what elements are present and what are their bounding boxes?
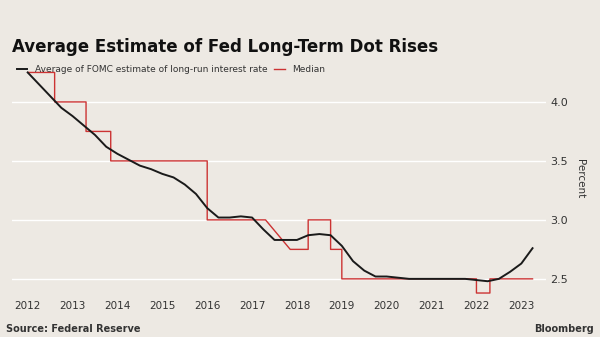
Median bbox=[51, 100, 58, 104]
Average of FOMC estimate of long-run interest rate bbox=[125, 158, 132, 162]
Median bbox=[132, 159, 139, 163]
Median bbox=[159, 159, 166, 163]
Text: Average Estimate of Fed Long-Term Dot Rises: Average Estimate of Fed Long-Term Dot Ri… bbox=[12, 38, 438, 56]
Median bbox=[82, 129, 89, 133]
Average of FOMC estimate of long-run interest rate bbox=[114, 152, 121, 156]
Median bbox=[184, 159, 191, 163]
Average of FOMC estimate of long-run interest rate bbox=[103, 145, 110, 149]
Average of FOMC estimate of long-run interest rate bbox=[518, 262, 525, 266]
Text: Bloomberg: Bloomberg bbox=[534, 324, 594, 334]
Median bbox=[107, 129, 115, 133]
Median bbox=[184, 159, 191, 163]
Average of FOMC estimate of long-run interest rate bbox=[293, 238, 301, 242]
Average of FOMC estimate of long-run interest rate bbox=[237, 214, 244, 218]
Average of FOMC estimate of long-run interest rate bbox=[506, 270, 514, 274]
Average of FOMC estimate of long-run interest rate bbox=[260, 227, 267, 232]
Average of FOMC estimate of long-run interest rate bbox=[248, 216, 256, 220]
Median bbox=[203, 159, 211, 163]
Median bbox=[244, 218, 251, 222]
Average of FOMC estimate of long-run interest rate bbox=[24, 70, 31, 74]
Median bbox=[217, 218, 224, 222]
Average of FOMC estimate of long-run interest rate bbox=[305, 233, 312, 237]
Average of FOMC estimate of long-run interest rate bbox=[271, 238, 278, 242]
Average of FOMC estimate of long-run interest rate bbox=[327, 233, 334, 237]
Average of FOMC estimate of long-run interest rate bbox=[451, 277, 458, 281]
Median bbox=[327, 247, 334, 251]
Median bbox=[203, 218, 211, 222]
Median bbox=[529, 277, 536, 281]
Median bbox=[487, 277, 494, 281]
Average of FOMC estimate of long-run interest rate bbox=[193, 192, 200, 196]
Median bbox=[361, 277, 368, 281]
Median bbox=[473, 277, 480, 281]
Legend: Average of FOMC estimate of long-run interest rate, Median: Average of FOMC estimate of long-run int… bbox=[17, 65, 325, 74]
Median bbox=[487, 291, 494, 295]
Median bbox=[461, 277, 469, 281]
Average of FOMC estimate of long-run interest rate bbox=[484, 279, 491, 283]
Average of FOMC estimate of long-run interest rate bbox=[148, 167, 155, 171]
Average of FOMC estimate of long-run interest rate bbox=[417, 277, 424, 281]
Median bbox=[327, 218, 334, 222]
Median bbox=[473, 291, 480, 295]
Median bbox=[132, 159, 139, 163]
Average of FOMC estimate of long-run interest rate bbox=[35, 82, 43, 86]
Median bbox=[338, 247, 346, 251]
Median bbox=[107, 159, 115, 163]
Average of FOMC estimate of long-run interest rate bbox=[69, 114, 76, 118]
Median bbox=[159, 159, 166, 163]
Average of FOMC estimate of long-run interest rate bbox=[91, 133, 98, 137]
Median bbox=[383, 277, 390, 281]
Median bbox=[24, 70, 31, 74]
Average of FOMC estimate of long-run interest rate bbox=[47, 94, 54, 98]
Text: Source: Federal Reserve: Source: Federal Reserve bbox=[6, 324, 140, 334]
Average of FOMC estimate of long-run interest rate bbox=[383, 274, 390, 278]
Y-axis label: Percent: Percent bbox=[575, 159, 584, 198]
Median bbox=[305, 247, 312, 251]
Average of FOMC estimate of long-run interest rate bbox=[406, 277, 413, 281]
Average of FOMC estimate of long-run interest rate bbox=[349, 259, 356, 263]
Average of FOMC estimate of long-run interest rate bbox=[170, 175, 177, 179]
Median bbox=[82, 100, 89, 104]
Average of FOMC estimate of long-run interest rate bbox=[529, 246, 536, 250]
Median bbox=[338, 277, 346, 281]
Average of FOMC estimate of long-run interest rate bbox=[203, 206, 211, 210]
Average of FOMC estimate of long-run interest rate bbox=[361, 269, 368, 273]
Median bbox=[361, 277, 368, 281]
Median bbox=[383, 277, 390, 281]
Median bbox=[461, 277, 469, 281]
Average of FOMC estimate of long-run interest rate bbox=[428, 277, 435, 281]
Average of FOMC estimate of long-run interest rate bbox=[372, 274, 379, 278]
Average of FOMC estimate of long-run interest rate bbox=[58, 106, 65, 110]
Average of FOMC estimate of long-run interest rate bbox=[80, 124, 88, 128]
Average of FOMC estimate of long-run interest rate bbox=[461, 277, 469, 281]
Median bbox=[51, 70, 58, 74]
Average of FOMC estimate of long-run interest rate bbox=[439, 277, 446, 281]
Average of FOMC estimate of long-run interest rate bbox=[181, 183, 188, 187]
Average of FOMC estimate of long-run interest rate bbox=[226, 216, 233, 220]
Median bbox=[262, 218, 269, 222]
Median bbox=[287, 247, 294, 251]
Average of FOMC estimate of long-run interest rate bbox=[473, 278, 480, 282]
Median bbox=[262, 218, 269, 222]
Average of FOMC estimate of long-run interest rate bbox=[159, 172, 166, 176]
Average of FOMC estimate of long-run interest rate bbox=[495, 277, 502, 281]
Line: Median: Median bbox=[28, 72, 533, 293]
Average of FOMC estimate of long-run interest rate bbox=[136, 164, 143, 168]
Median bbox=[305, 218, 312, 222]
Median bbox=[217, 218, 224, 222]
Median bbox=[287, 247, 294, 251]
Median bbox=[504, 277, 511, 281]
Median bbox=[504, 277, 511, 281]
Average of FOMC estimate of long-run interest rate bbox=[215, 216, 222, 220]
Average of FOMC estimate of long-run interest rate bbox=[338, 244, 346, 248]
Average of FOMC estimate of long-run interest rate bbox=[316, 232, 323, 236]
Median bbox=[244, 218, 251, 222]
Average of FOMC estimate of long-run interest rate bbox=[282, 238, 289, 242]
Line: Average of FOMC estimate of long-run interest rate: Average of FOMC estimate of long-run int… bbox=[28, 72, 533, 281]
Average of FOMC estimate of long-run interest rate bbox=[394, 276, 401, 280]
